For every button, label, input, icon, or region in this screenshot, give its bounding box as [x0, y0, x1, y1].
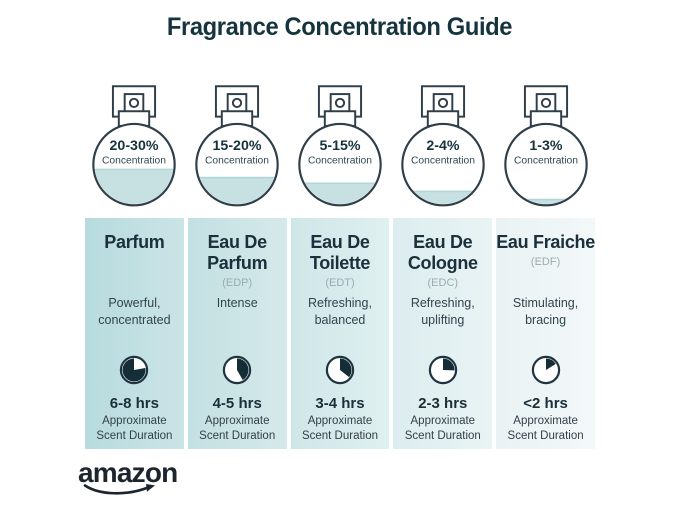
card-head: Eau De Toilette (EDT)	[291, 232, 390, 295]
fragrance-description: Intense	[216, 296, 258, 310]
spray-nozzle-hole	[334, 97, 346, 109]
fragrance-abbreviation	[85, 256, 184, 269]
fragrance-abbreviation: (EDC)	[427, 276, 459, 289]
duration-clock-icon	[222, 355, 252, 385]
scent-duration-note: Approximate Scent Duration	[199, 415, 276, 442]
bottle-concentration-value: 15-20%	[213, 138, 262, 154]
perfume-bottle-icon: 20-30% Concentration	[92, 85, 177, 207]
spray-nozzle-hole	[129, 97, 140, 109]
bottle-concentration-label: Concentration	[102, 156, 166, 167]
amazon-smile-icon	[83, 484, 155, 495]
fragrance-description: Refreshing, balanced	[308, 296, 372, 327]
bottle-liquid	[403, 190, 483, 204]
fragrance-description: Stimulating, bracing	[512, 296, 579, 327]
bottle-concentration-label: Concentration	[411, 156, 475, 167]
duration-clock-icon	[531, 355, 560, 385]
bottles-row: 20-30% Concentration 15-20% Concentratio…	[85, 84, 595, 211]
bottle-body	[401, 122, 485, 207]
fragrance-card: Eau Fraiche (EDF) Stimulating, bracing <…	[496, 218, 595, 449]
bottle-cell: 5-15% Concentration	[291, 84, 390, 211]
bottle-cell: 2-4% Concentration	[393, 84, 492, 211]
scent-duration: 6-8 hrs	[109, 395, 159, 412]
duration-clock-icon	[325, 355, 355, 385]
fragrance-name: Eau De Parfum	[207, 232, 268, 273]
fragrance-name: Eau De Cologne	[407, 232, 478, 273]
fragrance-card: Eau De Cologne (EDC) Refreshing, uplifti…	[393, 218, 493, 449]
fragrance-name: Parfum	[104, 232, 165, 252]
spray-nozzle-hole	[232, 97, 243, 109]
card-head: Eau De Cologne (EDC)	[393, 232, 492, 295]
spray-nozzle-hole	[437, 97, 448, 109]
scent-duration: 3-4 hrs	[315, 395, 365, 412]
scent-duration: <2 hrs	[523, 395, 568, 412]
bottle-liquid	[506, 198, 585, 204]
bottle-liquid	[300, 182, 380, 204]
fragrance-card: Eau De Parfum (EDP) Intense 4-5 hrs Appr…	[187, 218, 287, 449]
scent-duration-note: Approximate Scent Duration	[301, 415, 379, 442]
perfume-bottle-icon: 5-15% Concentration	[298, 85, 382, 207]
duration-clock-icon	[120, 355, 149, 385]
amazon-logo: amazon	[78, 457, 178, 497]
scent-duration-note: Approximate Scent Duration	[507, 415, 584, 442]
perfume-bottle-icon: 15-20% Concentration	[195, 85, 279, 207]
scent-duration: 4-5 hrs	[212, 395, 262, 412]
perfume-bottle-icon: 2-4% Concentration	[401, 85, 485, 207]
fragrance-abbreviation: (EDT)	[325, 276, 355, 289]
fragrance-card: Eau De Toilette (EDT) Refreshing, balanc…	[290, 218, 390, 449]
bottle-concentration-label: Concentration	[205, 156, 269, 167]
card-head: Parfum	[85, 232, 184, 295]
comparison-table: Parfum Powerful, concentrated 6-8 hrs Ap…	[85, 218, 595, 449]
fragrance-card: Parfum Powerful, concentrated 6-8 hrs Ap…	[85, 218, 184, 449]
fragrance-description: Refreshing, uplifting	[410, 296, 475, 327]
bottle-concentration-value: 2-4%	[426, 138, 460, 154]
bottle-cell: 1-3% Concentration	[496, 84, 595, 211]
bottle-cell: 15-20% Concentration	[188, 84, 287, 211]
spray-nozzle-hole	[540, 97, 551, 109]
perfume-bottle-icon: 1-3% Concentration	[503, 85, 588, 207]
amazon-logo-text: amazon	[78, 457, 178, 488]
duration-clock-icon	[428, 355, 457, 385]
card-head: Eau Fraiche (EDF)	[496, 232, 595, 295]
bottle-concentration-value: 1-3%	[529, 138, 563, 154]
fragrance-abbreviation: (EDP)	[222, 276, 253, 289]
fragrance-name: Eau Fraiche	[496, 232, 595, 252]
fragrance-description: Powerful, concentrated	[98, 296, 171, 327]
page-title: Fragrance Concentration Guide	[166, 13, 513, 41]
card-head: Eau De Parfum (EDP)	[188, 232, 287, 295]
fragrance-name: Eau De Toilette	[309, 232, 371, 273]
bottle-cell: 20-30% Concentration	[85, 84, 184, 211]
bottle-body	[503, 122, 588, 207]
fragrance-abbreviation: (EDF)	[530, 255, 561, 268]
bottle-concentration-label: Concentration	[514, 156, 578, 167]
bottle-concentration-label: Concentration	[308, 156, 372, 167]
bottle-concentration-value: 20-30%	[110, 138, 159, 154]
scent-duration-note: Approximate Scent Duration	[404, 415, 481, 442]
bottle-concentration-value: 5-15%	[319, 138, 360, 154]
scent-duration-note: Approximate Scent Duration	[96, 415, 173, 442]
scent-duration: 2-3 hrs	[418, 395, 468, 412]
